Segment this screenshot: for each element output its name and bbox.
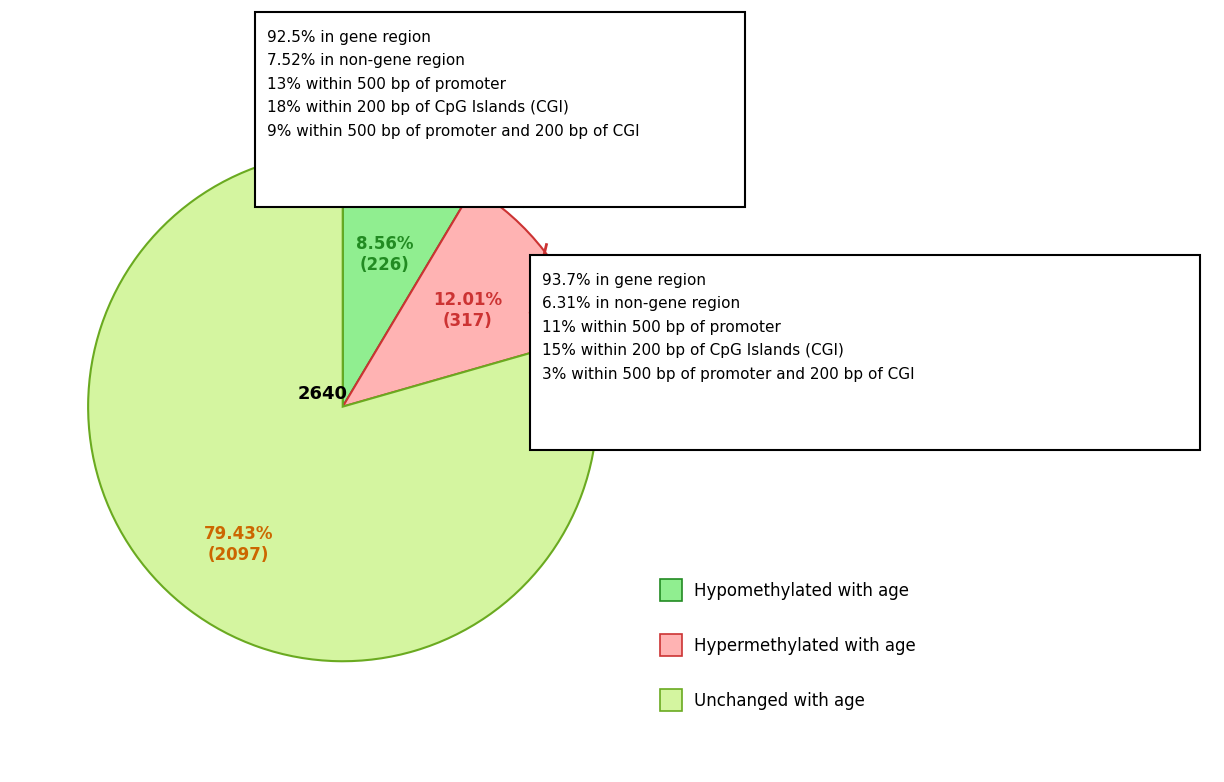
Bar <box>660 579 682 601</box>
Wedge shape <box>343 152 474 407</box>
Text: 8.56%
(226): 8.56% (226) <box>356 235 414 274</box>
Wedge shape <box>343 188 588 407</box>
Text: 79.43%
(2097): 79.43% (2097) <box>203 526 273 565</box>
Text: 93.7% in gene region
6.31% in non-gene region
11% within 500 bp of promoter
15% : 93.7% in gene region 6.31% in non-gene r… <box>542 273 914 382</box>
Text: Hypomethylated with age: Hypomethylated with age <box>694 582 909 600</box>
Bar <box>660 689 682 711</box>
Text: 92.5% in gene region
7.52% in non-gene region
13% within 500 bp of promoter
18% : 92.5% in gene region 7.52% in non-gene r… <box>267 30 640 138</box>
Wedge shape <box>88 152 597 662</box>
Text: Hypermethylated with age: Hypermethylated with age <box>694 637 916 655</box>
Text: Unchanged with age: Unchanged with age <box>694 692 865 710</box>
Bar <box>660 634 682 656</box>
Text: 2640: 2640 <box>297 385 348 403</box>
Text: 12.01%
(317): 12.01% (317) <box>433 291 502 330</box>
Bar <box>530 255 1200 450</box>
Bar <box>255 12 745 207</box>
